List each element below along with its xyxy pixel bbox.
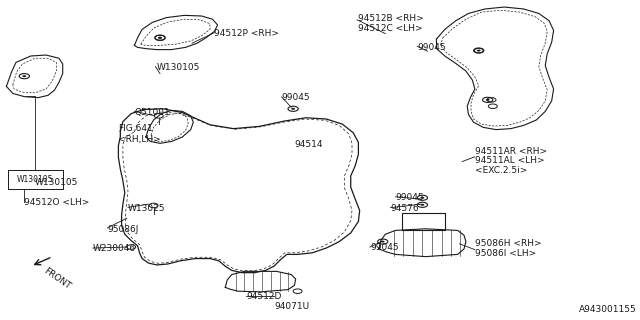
Circle shape [381,241,385,243]
Circle shape [486,99,490,101]
Text: 94576: 94576 [390,204,419,213]
Text: 94512B <RH>: 94512B <RH> [358,14,424,23]
Text: W230046: W230046 [93,244,136,253]
Text: W130105: W130105 [157,63,200,72]
Circle shape [420,204,424,206]
Text: 94512C <LH>: 94512C <LH> [358,24,423,33]
Circle shape [22,75,26,77]
Text: 95086I <LH>: 95086I <LH> [475,249,536,258]
Text: W13025: W13025 [128,204,166,213]
Text: 95086H <RH>: 95086H <RH> [475,239,541,248]
Text: FIG.641: FIG.641 [118,124,153,133]
Text: <EXC.2.5i>: <EXC.2.5i> [475,166,527,175]
Text: FRONT: FRONT [42,267,72,292]
Text: 99045: 99045 [282,93,310,102]
Text: 95086J: 95086J [108,225,139,234]
Text: <RH,LH>: <RH,LH> [118,135,161,144]
Text: W130105: W130105 [17,175,54,184]
Text: 99045: 99045 [370,244,399,252]
Text: 94512O <LH>: 94512O <LH> [24,198,90,207]
Circle shape [158,37,162,39]
Text: 99045: 99045 [417,43,446,52]
Text: 94511AR <RH>: 94511AR <RH> [475,147,547,156]
Circle shape [158,37,162,39]
Text: Q51001: Q51001 [134,108,170,116]
Text: A943001155: A943001155 [579,305,637,314]
Text: 94071U: 94071U [274,302,309,311]
Text: 99045: 99045 [396,193,424,202]
Text: W130105: W130105 [35,178,79,187]
Circle shape [477,50,481,52]
Circle shape [420,197,424,199]
Text: 94512P <RH>: 94512P <RH> [214,29,280,38]
Text: 94512D: 94512D [246,292,282,301]
Text: 94511AL <LH>: 94511AL <LH> [475,156,545,165]
Circle shape [291,108,295,110]
Text: 94514: 94514 [294,140,323,149]
